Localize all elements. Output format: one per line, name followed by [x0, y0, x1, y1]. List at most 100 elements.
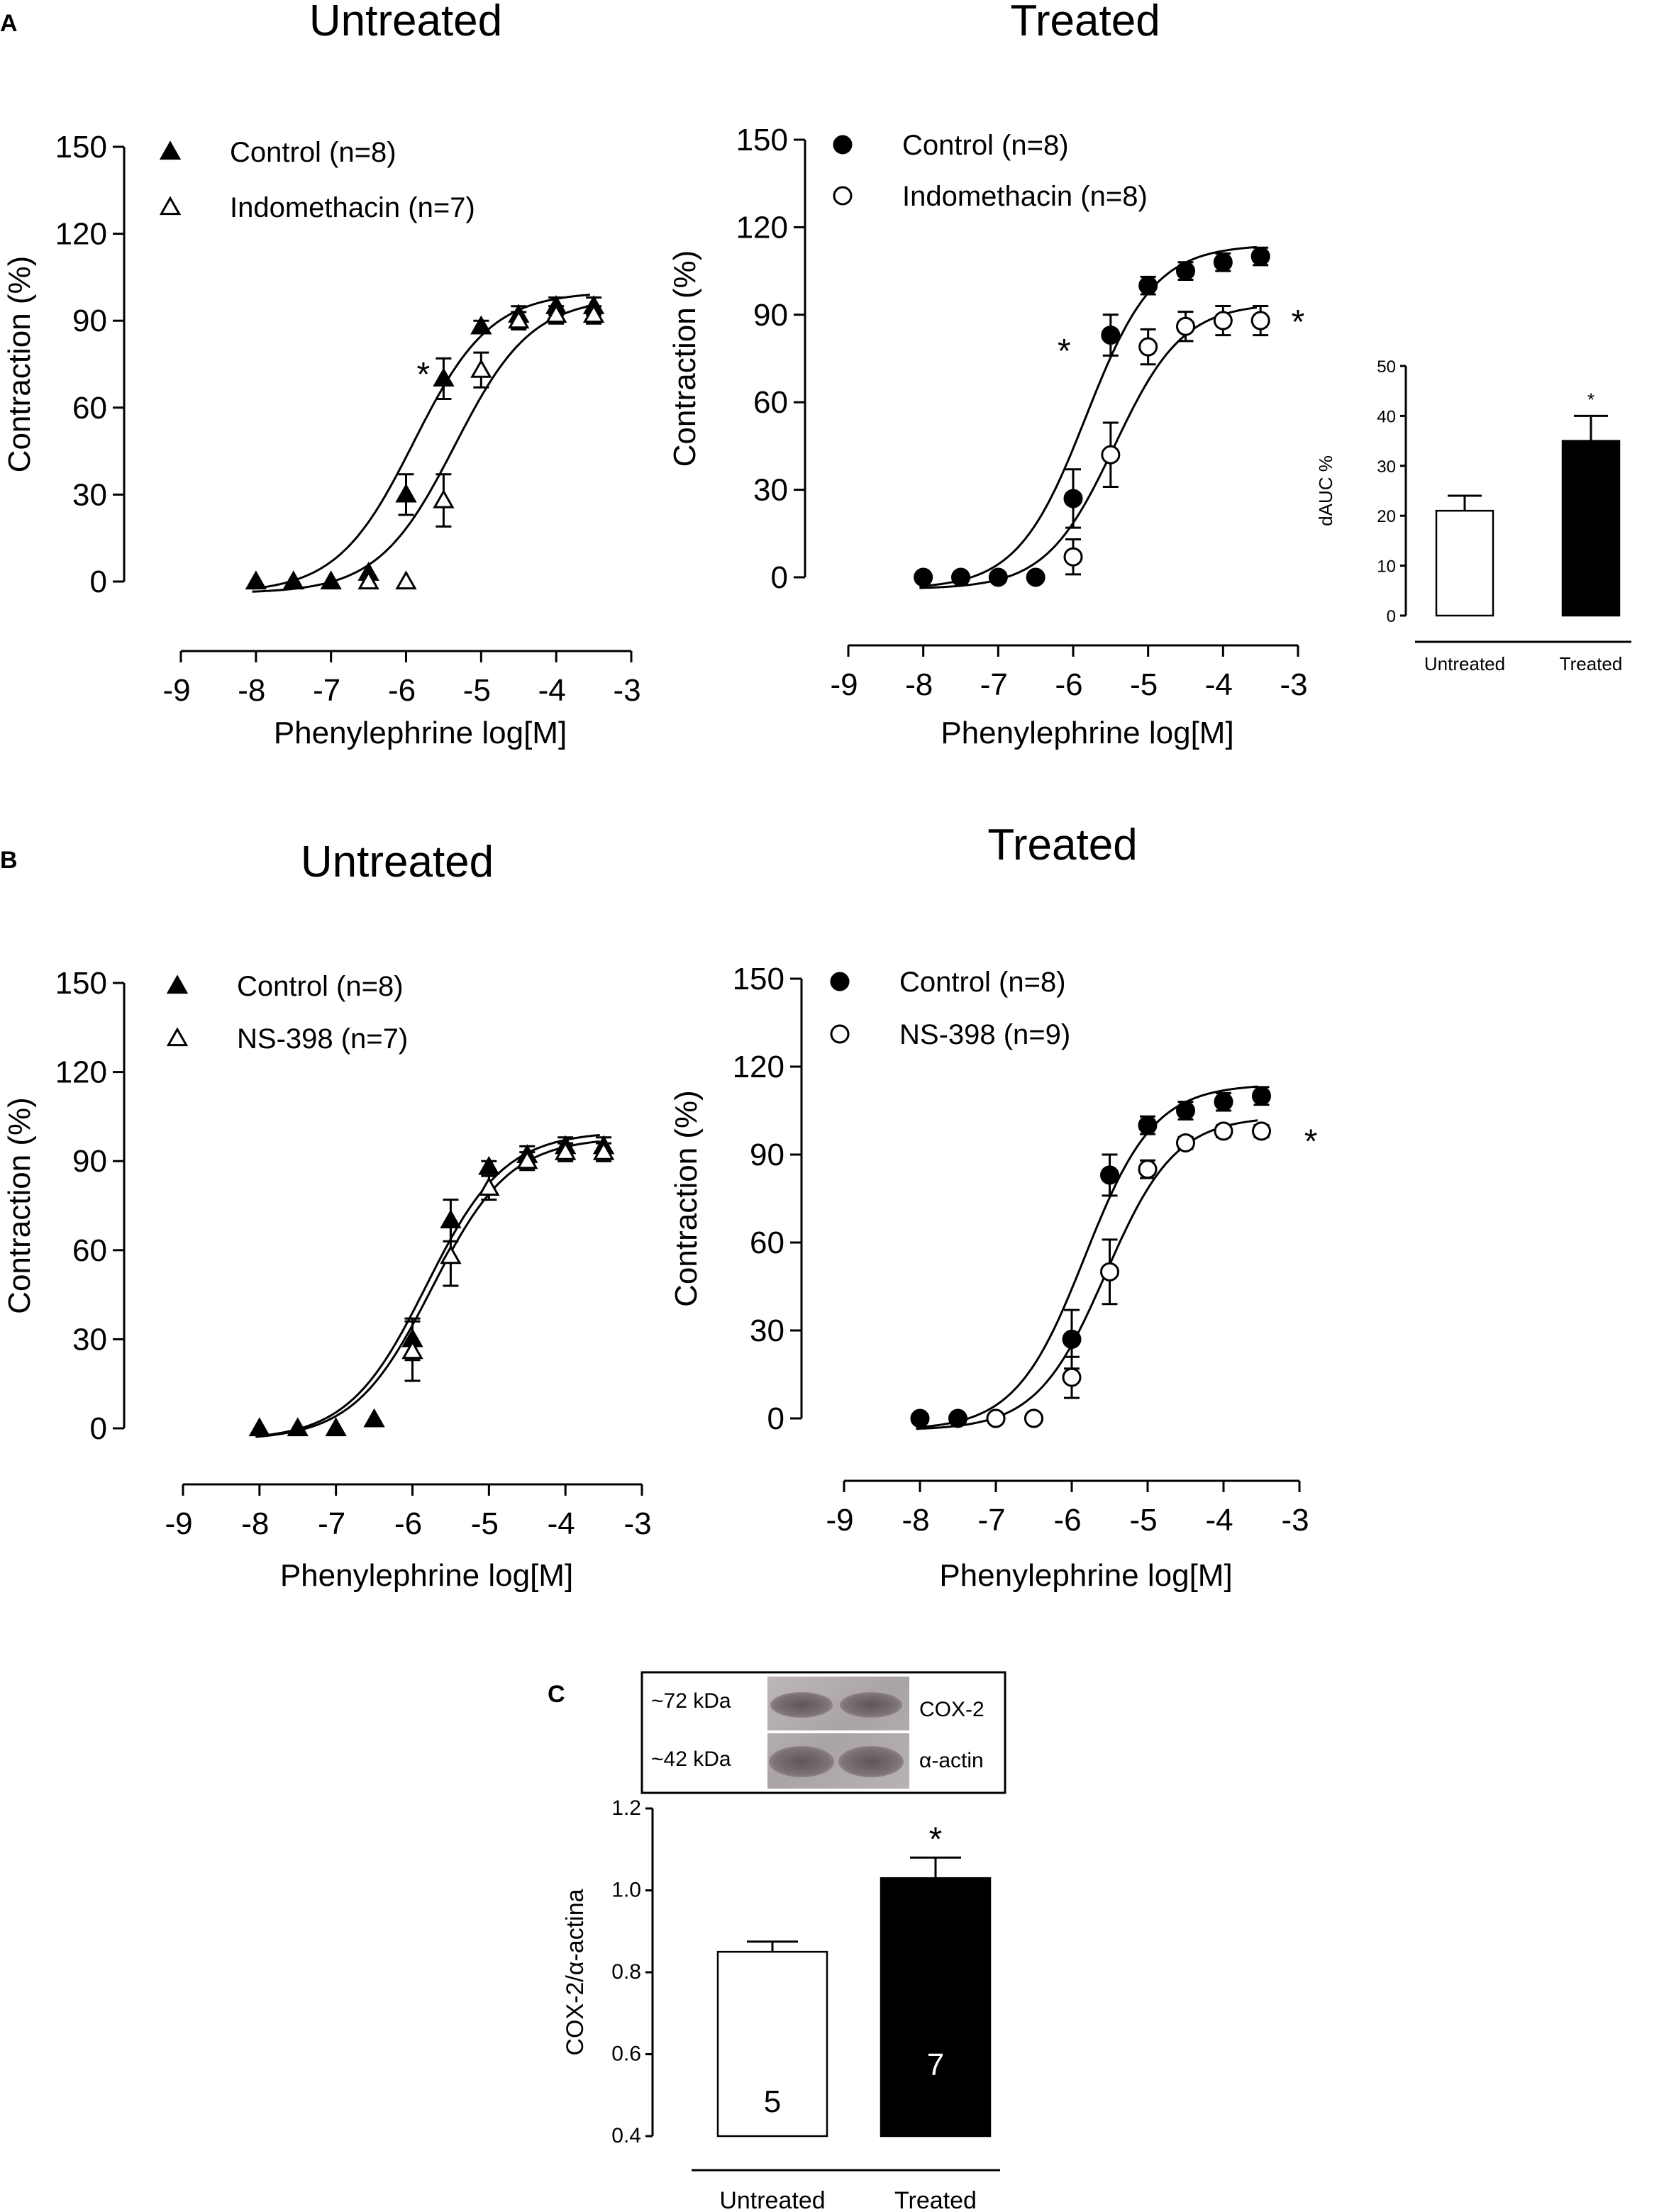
y-tick-label: 150 — [736, 123, 788, 157]
x-tick-label: -9 — [162, 673, 190, 708]
panel-letter-a: A — [0, 10, 18, 37]
y-axis-label: Contraction (%) — [2, 1097, 37, 1314]
data-point — [1214, 1121, 1233, 1141]
legend-marker — [166, 974, 189, 994]
significance-star: * — [1587, 389, 1594, 410]
y-axis-label: Contraction (%) — [2, 256, 37, 473]
x-category-label: Treated — [894, 2187, 977, 2212]
chart-a-untreated: Untreated 0 30 60 90 120 150 Contraction (%) -9 -… — [2, 0, 641, 750]
data-point — [470, 315, 492, 335]
y-tick-label: 90 — [753, 298, 788, 333]
legend-marker — [833, 186, 853, 206]
panel-letter-b: B — [0, 847, 18, 874]
x-tick-label: -3 — [623, 1506, 651, 1541]
legend-label: Control (n=8) — [237, 971, 404, 1002]
y-tick-label: 60 — [750, 1226, 784, 1260]
chart-title: Treated — [987, 821, 1137, 869]
y-tick-label: 0 — [1387, 607, 1396, 626]
blot-marker-42kda: ~42 kDa — [651, 1747, 731, 1771]
data-point — [951, 567, 970, 587]
chart-a-treated: Treated 0 30 60 90 120 150 Contraction (%) -9 -8 -… — [667, 0, 1308, 750]
x-tick-label: -4 — [538, 673, 566, 708]
x-axis-label: Phenylephrine log[M] — [939, 1558, 1232, 1593]
western-blot: ~72 kDa ~42 kDa COX-2 α-actin — [640, 1671, 1006, 1794]
y-tick-label: 0 — [771, 560, 788, 595]
data-point — [1024, 1408, 1043, 1428]
x-tick-label: -4 — [1205, 1503, 1233, 1538]
y-tick-label: 120 — [736, 210, 788, 245]
y-tick-label: 0.6 — [611, 2043, 641, 2066]
data-point — [1176, 1133, 1195, 1152]
data-point — [433, 489, 455, 508]
data-point — [282, 570, 304, 590]
legend-marker — [159, 140, 182, 160]
x-axis-label: Phenylephrine log[M] — [274, 716, 567, 750]
legend-label: Indomethacin (n=8) — [902, 181, 1148, 212]
blot-label-cox2: COX-2 — [919, 1698, 984, 1721]
fit-curve-treatment — [916, 1119, 1258, 1430]
data-point — [948, 1408, 967, 1428]
data-point — [470, 359, 492, 378]
chart-title: Untreated — [301, 838, 494, 887]
chart-a-dauc: 0 10 20 30 40 50 dAUC % Untreated Treated * — [1315, 357, 1631, 674]
data-point — [1101, 445, 1121, 465]
legend-marker — [830, 1024, 850, 1044]
y-tick-label: 30 — [750, 1313, 784, 1348]
data-point — [395, 570, 417, 590]
data-point — [1176, 316, 1195, 336]
data-point — [245, 570, 267, 590]
chart-b-untreated: Untreated 0 30 60 90 120 150 Contraction (%) -9 -… — [2, 838, 652, 1593]
y-tick-label: 60 — [72, 391, 107, 426]
panel-letter-c: C — [548, 1681, 565, 1708]
data-point — [545, 304, 567, 323]
bar-untreated — [1435, 509, 1494, 617]
blot-band-actin-untreated — [769, 1746, 834, 1777]
legend-label: Control (n=8) — [230, 137, 396, 168]
data-point — [914, 567, 933, 587]
data-point — [1213, 252, 1233, 272]
y-tick-label: 60 — [72, 1233, 107, 1268]
x-tick-label: -6 — [1053, 1503, 1081, 1538]
blot-marker-72kda: ~72 kDa — [651, 1689, 731, 1713]
data-point — [440, 1245, 462, 1265]
fit-curve-treatment — [255, 1140, 600, 1438]
data-point — [1138, 276, 1158, 296]
x-tick-label: -3 — [1281, 1503, 1309, 1538]
legend-label: NS-398 (n=9) — [899, 1019, 1070, 1050]
y-tick-label: 90 — [72, 304, 107, 338]
y-tick-label: 120 — [733, 1050, 784, 1084]
data-point — [1100, 1262, 1119, 1282]
data-point — [1250, 247, 1270, 267]
x-tick-label: -5 — [1129, 1503, 1157, 1538]
x-tick-label: -5 — [471, 1506, 499, 1541]
data-point — [357, 570, 379, 590]
y-tick-label: 120 — [55, 1055, 107, 1090]
y-tick-label: 150 — [55, 130, 107, 165]
y-tick-label: 30 — [753, 473, 788, 508]
y-tick-label: 0 — [90, 1411, 107, 1446]
data-point — [1214, 1092, 1233, 1112]
data-point — [440, 1209, 462, 1229]
x-tick-label: -3 — [613, 673, 640, 708]
x-tick-label: -7 — [318, 1506, 345, 1541]
x-tick-label: -9 — [165, 1506, 192, 1541]
y-tick-label: 0 — [767, 1401, 784, 1436]
chart-c-cox2: 0.4 0.6 0.8 1.0 1.2 COX-2/α-actina Untreated 5 T… — [562, 1796, 1000, 2212]
x-tick-label: -7 — [313, 673, 340, 708]
y-tick-label: 90 — [72, 1144, 107, 1179]
fit-curve-treatment — [919, 306, 1258, 589]
y-tick-label: 50 — [1377, 357, 1396, 377]
x-tick-label: -8 — [902, 1503, 929, 1538]
x-tick-label: -7 — [977, 1503, 1005, 1538]
fit-curve-control — [919, 245, 1257, 588]
legend-label: Control (n=8) — [902, 130, 1069, 161]
data-point — [582, 304, 605, 323]
blot-label-actin: α-actin — [919, 1749, 984, 1772]
y-tick-label: 30 — [72, 477, 107, 512]
significance-star: * — [416, 356, 430, 394]
x-tick-label: -6 — [1055, 667, 1082, 702]
y-tick-label: 0.8 — [611, 1960, 641, 1984]
data-point — [554, 1141, 577, 1160]
data-point — [592, 1141, 615, 1160]
